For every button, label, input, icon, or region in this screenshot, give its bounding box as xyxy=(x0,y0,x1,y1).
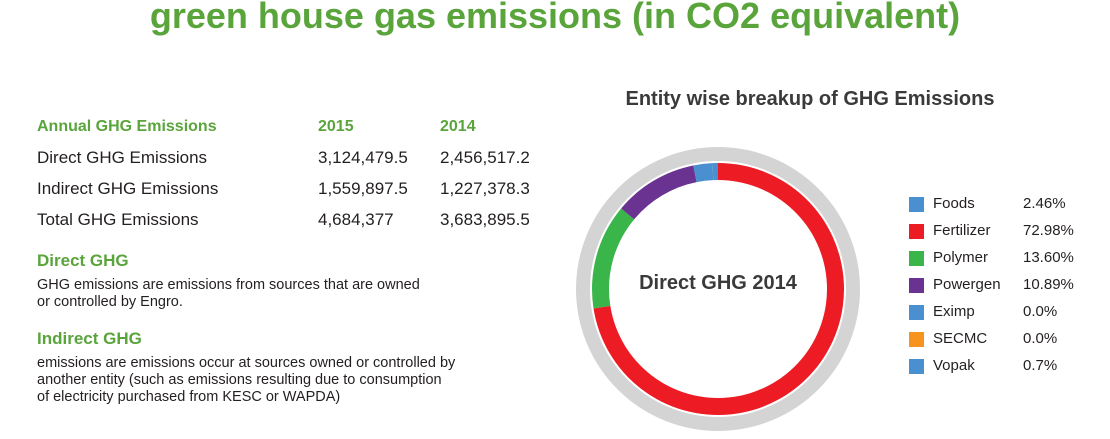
donut-slice-foods xyxy=(693,163,714,183)
donut-center-label: Direct GHG 2014 xyxy=(639,272,797,294)
legend-swatch xyxy=(909,305,924,320)
legend-value: 0.0% xyxy=(1023,303,1058,320)
legend-swatch xyxy=(909,224,924,239)
legend-label: Eximp xyxy=(933,303,975,320)
table-cell-label: Indirect GHG Emissions xyxy=(37,179,219,198)
direct-ghg-heading: Direct GHG xyxy=(37,251,129,270)
donut-outer-ring xyxy=(576,147,860,431)
indirect-ghg-heading: Indirect GHG xyxy=(37,329,142,348)
table-cell-2014: 2,456,517.2 xyxy=(440,148,530,167)
indirect-ghg-line: another entity (such as emissions result… xyxy=(37,372,442,388)
table-header-2015: 2015 xyxy=(318,118,354,135)
table-cell-label: Direct GHG Emissions xyxy=(37,148,208,167)
table-cell-2015: 3,124,479.5 xyxy=(318,148,408,167)
indirect-ghg-line: of electricity purchased from KESC or WA… xyxy=(37,389,341,405)
donut-slice-polymer xyxy=(592,208,635,309)
legend-label: Foods xyxy=(933,195,975,212)
direct-ghg-line: or controlled by Engro. xyxy=(37,294,183,310)
legend-swatch xyxy=(909,197,924,212)
legend-swatch xyxy=(909,332,924,347)
legend-label: Vopak xyxy=(933,357,975,374)
legend-label: Powergen xyxy=(933,276,1001,293)
legend-value: 13.60% xyxy=(1023,249,1074,266)
page-title: green house gas emissions (in CO2 equiva… xyxy=(149,0,961,36)
legend-value: 2.46% xyxy=(1023,195,1066,212)
direct-ghg-line: GHG emissions are emissions from sources… xyxy=(37,277,420,293)
legend-value: 0.7% xyxy=(1023,357,1058,374)
direct-ghg-description: GHG emissions are emissions from sources… xyxy=(37,277,420,311)
donut-chart xyxy=(576,147,860,431)
legend-label: Polymer xyxy=(933,249,989,266)
direct-ghg-section: Direct GHG GHG emissions are emissions f… xyxy=(37,251,420,311)
table-cell-label: Total GHG Emissions xyxy=(37,210,199,229)
table-cell-2015: 1,559,897.5 xyxy=(318,179,408,198)
legend-label: Fertilizer xyxy=(933,222,991,239)
legend-label: SECMC xyxy=(933,330,988,347)
table-cell-2014: 1,227,378.3 xyxy=(440,179,530,198)
legend-value: 0.0% xyxy=(1023,330,1058,347)
legend-value: 72.98% xyxy=(1023,222,1074,239)
indirect-ghg-section: Indirect GHG emissions are emissions occ… xyxy=(37,329,455,406)
table-header-2014: 2014 xyxy=(440,118,476,135)
legend-swatch xyxy=(909,278,924,293)
donut-slice-vopak xyxy=(712,163,718,181)
table-cell-2015: 4,684,377 xyxy=(318,210,394,229)
table-cell-2014: 3,683,895.5 xyxy=(440,210,530,229)
legend-value: 10.89% xyxy=(1023,276,1074,293)
indirect-ghg-line: emissions are emissions occur at sources… xyxy=(37,355,456,371)
donut-slice-powergen xyxy=(621,165,697,220)
legend-swatch xyxy=(909,251,924,266)
indirect-ghg-description: emissions are emissions occur at sources… xyxy=(37,355,455,406)
table-header-label: Annual GHG Emissions xyxy=(37,118,217,135)
chart-title: Entity wise breakup of GHG Emissions xyxy=(625,88,995,110)
legend-swatch xyxy=(909,359,924,374)
